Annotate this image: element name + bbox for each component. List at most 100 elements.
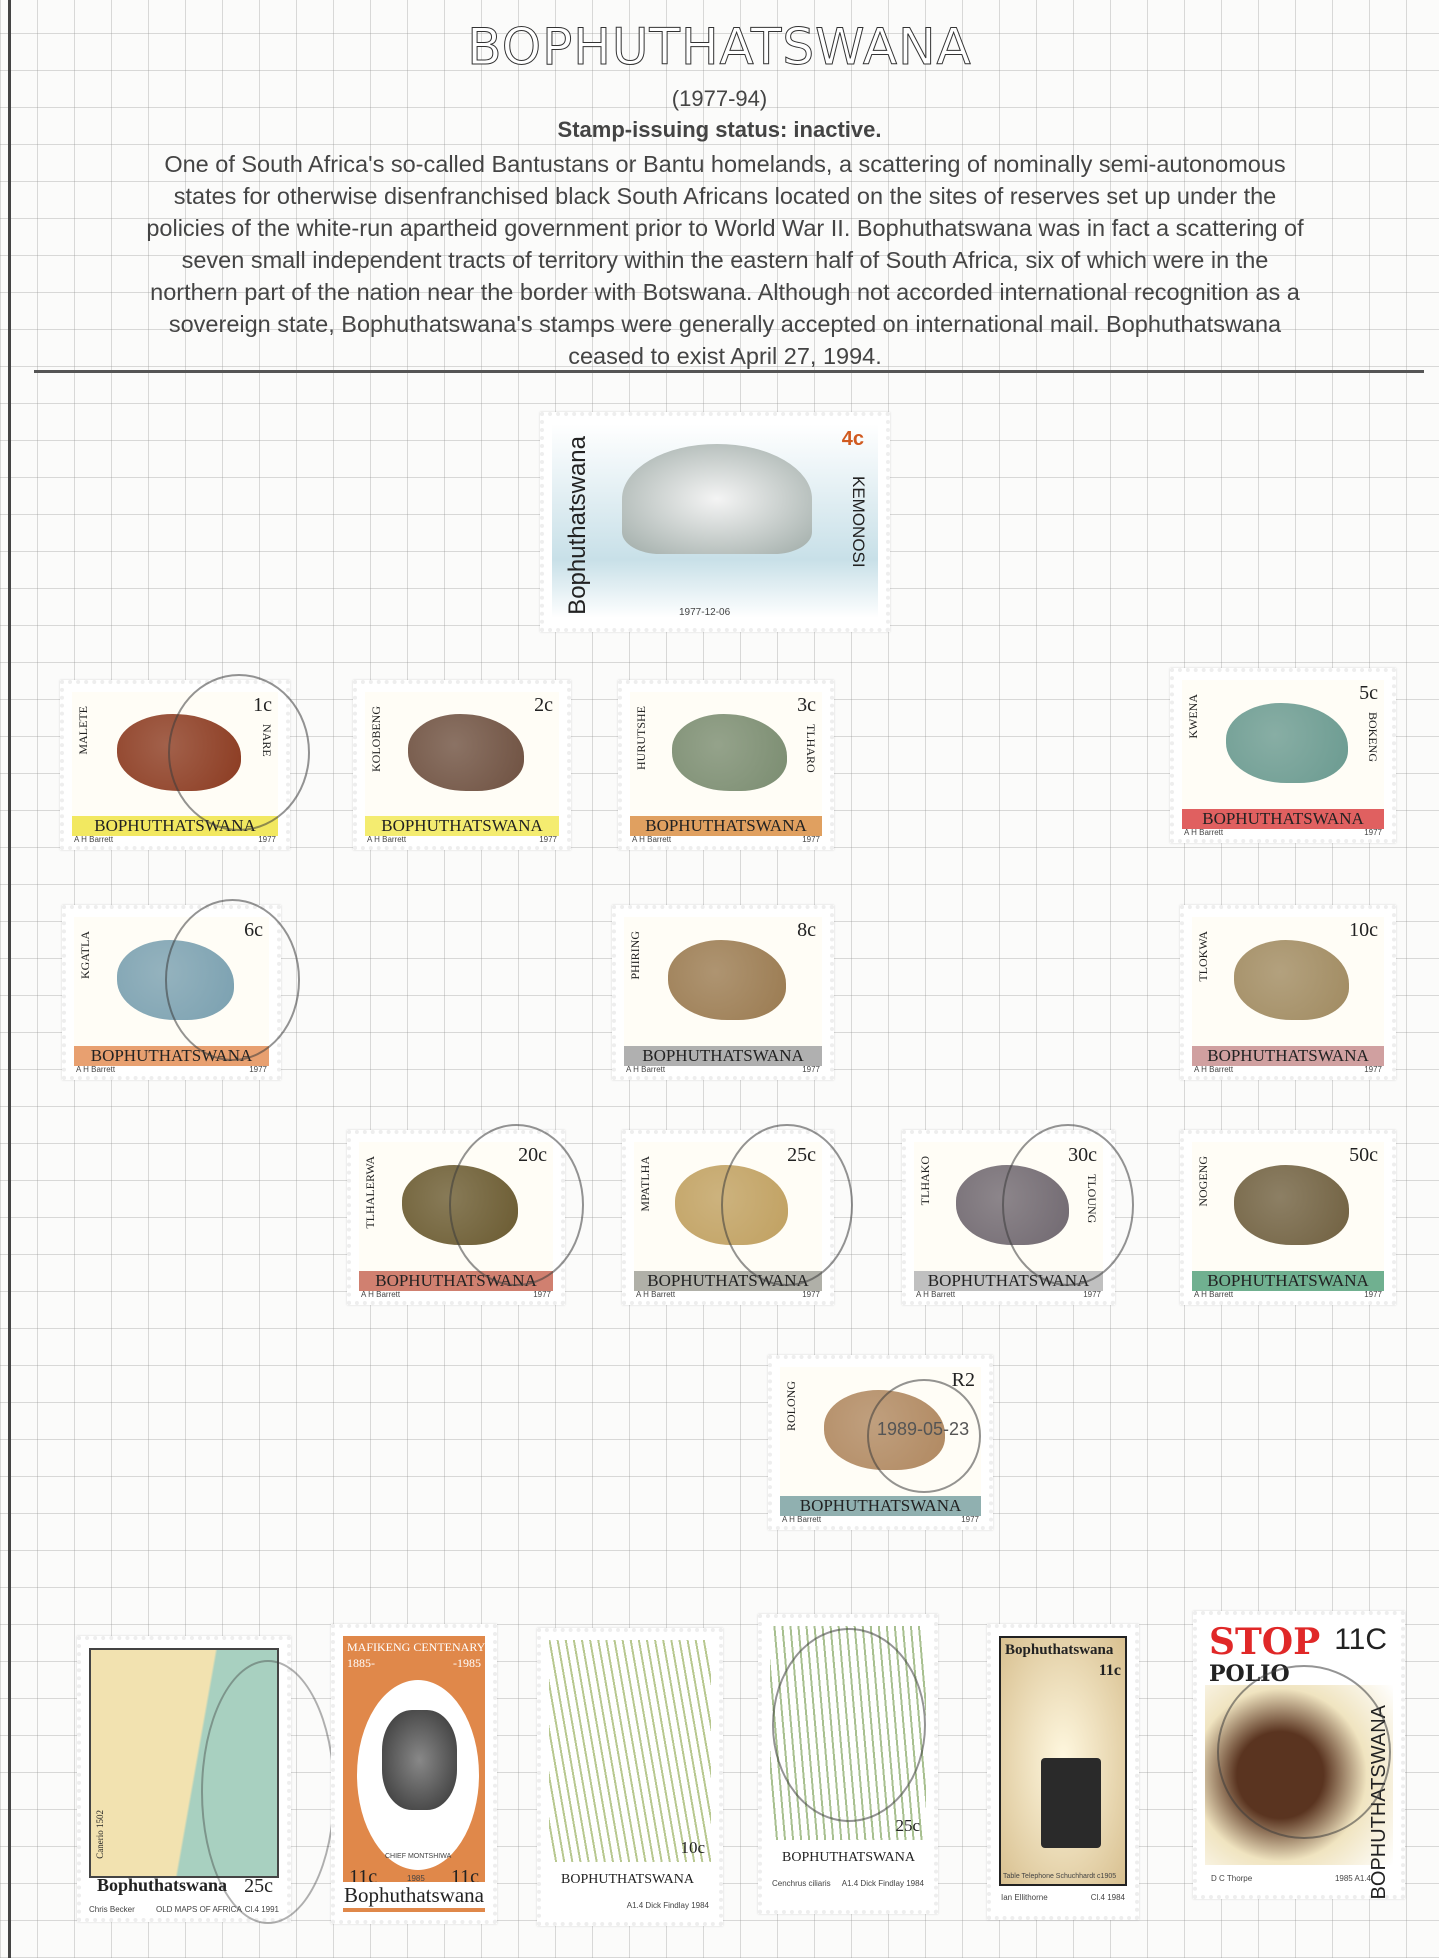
stamp-value: 3c	[797, 694, 816, 716]
stamp-country: Bophuthatswana	[1005, 1642, 1114, 1658]
portrait-frame	[357, 1680, 479, 1870]
designer: A H Barrett	[636, 1290, 676, 1299]
designer: A H Barrett	[1194, 1065, 1234, 1074]
year: 1985	[407, 1874, 425, 1883]
description-line: One of South Africa's so-called Bantusta…	[164, 151, 1286, 177]
stamp-art	[365, 692, 559, 816]
description-line: ceased to exist April 27, 1994.	[568, 343, 882, 369]
stamp-tribe-name-2: TLHARO	[804, 724, 818, 773]
description-line: northern part of the nation near the bor…	[150, 279, 1300, 305]
year: 1977	[533, 1290, 551, 1299]
stamp-value: 2c	[534, 694, 553, 716]
year: 1977	[249, 1065, 267, 1074]
year: 1977	[802, 835, 820, 844]
stamp-country: BOPHUTHATSWANA	[365, 816, 559, 836]
postmark	[167, 674, 310, 831]
stamp-country: BOPHUTHATSWANA	[1192, 1271, 1384, 1291]
year: 1977	[802, 1290, 820, 1299]
stamp-tribe-name: HURUTSHE	[634, 706, 648, 771]
designer: A H Barrett	[74, 835, 114, 844]
designer: A H Barrett	[1194, 1290, 1234, 1299]
stamp-art	[1192, 1142, 1384, 1271]
stamp-country: BOPHUTHATSWANA	[1182, 809, 1384, 829]
stamp-animal-R2: BOPHUTHATSWANA R2 ROLONG A H Barrett 197…	[768, 1355, 993, 1530]
page-border	[8, 0, 11, 1958]
stamp-country: BOPHUTHATSWANA	[624, 1046, 822, 1066]
year: 1977	[1083, 1290, 1101, 1299]
year: 1977	[961, 1515, 979, 1524]
year-from: 1885-	[347, 1656, 375, 1670]
printer: Cl.4 1984	[1090, 1893, 1125, 1902]
animal-illustration	[1234, 940, 1350, 1021]
description: One of South Africa's so-called Bantusta…	[30, 148, 1420, 372]
year-to: -1985	[453, 1656, 481, 1670]
stamp-tribe-name: KGATLA	[78, 931, 92, 979]
species: Cenchrus ciliaris	[772, 1879, 831, 1888]
description-line: sovereign state, Bophuthatswana's stamps…	[168, 311, 1282, 337]
dove-illustration	[622, 444, 812, 554]
year: 1977	[258, 835, 276, 844]
postmark	[1001, 1124, 1134, 1286]
stamp-stop-polio-11c: STOP POLIO 11C BOPHUTHATSWANA D C Thorpe…	[1193, 1611, 1405, 1899]
designer: Ian Ellithorne	[1001, 1893, 1048, 1902]
stamp-dove-4c: Bophuthatswana 4c KEMONOSI 1977-12-06	[540, 412, 890, 632]
postmark	[201, 1660, 335, 1924]
stamp-value: 11c	[1098, 1662, 1121, 1679]
postmark	[721, 1124, 853, 1286]
animal-illustration	[672, 714, 788, 792]
issuing-status: Stamp-issuing status: inactive.	[557, 117, 882, 142]
stamp-country: Bophuthatswana	[97, 1875, 228, 1895]
stamp-animal-1c: BOPHUTHATSWANA 1c MALETE NARE A H Barret…	[60, 674, 310, 850]
designer: A H Barrett	[632, 835, 672, 844]
stamp-value: 5c	[1359, 682, 1378, 704]
designer: Chris Becker	[89, 1905, 135, 1914]
caption: Table Telephone Schuchhardt c1905	[1003, 1873, 1117, 1880]
stamp-animal-50c: BOPHUTHATSWANA 50c NOGENG A H Barrett 19…	[1180, 1130, 1396, 1305]
stamp-name: KEMONOSI	[849, 476, 868, 568]
stamp-country: BOPHUTHATSWANA	[780, 1496, 981, 1516]
stamp-value: 10c	[680, 1838, 705, 1857]
designer: A H Barrett	[76, 1065, 116, 1074]
stamp-value: 11C	[1334, 1623, 1387, 1656]
stamp-art	[1192, 917, 1384, 1046]
stamp-art	[624, 917, 822, 1046]
stamp-tribe-name: KOLOBENG	[369, 706, 383, 772]
stamp-country: BOPHUTHATSWANA	[782, 1850, 916, 1865]
stamp-tribe-name: MALETE	[76, 706, 90, 755]
stamp-country: BOPHUTHATSWANA	[1192, 1046, 1384, 1066]
postmark	[164, 899, 300, 1061]
page-title: BOPHUTHATSWANA	[467, 18, 972, 77]
designer: A H Barrett	[367, 835, 407, 844]
stamp-animal-10c: BOPHUTHATSWANA 10c TLOKWA A H Barrett 19…	[1180, 905, 1396, 1080]
stamp-telephone-11c: Bophuthatswana 11c Table Telephone Schuc…	[987, 1624, 1139, 1920]
postmark	[1217, 1665, 1391, 1839]
postmark	[772, 1628, 926, 1822]
year: 1977	[802, 1065, 820, 1074]
stamp-tribe-name: TLOKWA	[1196, 931, 1210, 982]
stamp-country: Bophuthatswana	[343, 1882, 485, 1908]
stamp-animal-30c: BOPHUTHATSWANA 30c TLHAKO TLOUNG A H Bar…	[902, 1124, 1134, 1305]
stamp-tribe-name: NOGENG	[1196, 1156, 1210, 1207]
map-caption: Canerio 1502	[95, 1810, 105, 1859]
animal-illustration	[667, 940, 787, 1021]
stamp-tribe-name: ROLONG	[784, 1381, 798, 1431]
stamp-animal-25c: BOPHUTHATSWANA 25c MPATLHA A H Barrett 1…	[622, 1124, 853, 1305]
stamp-animal-2c: BOPHUTHATSWANA 2c KOLOBENG A H Barrett 1…	[353, 680, 571, 850]
stamp-tribe-name: TLHAKO	[918, 1156, 932, 1206]
stop-label: STOP	[1209, 1621, 1321, 1663]
stamp-tribe-name: TLHALERWA	[363, 1156, 377, 1229]
stamp-value: R2	[951, 1369, 975, 1391]
stamp-old-map-25c: Canerio 1502 Bophuthatswana 25c Chris Be…	[77, 1636, 335, 1924]
credit: A1.4 Dick Findlay 1984	[626, 1901, 709, 1910]
year: 1977	[1364, 828, 1382, 837]
stamp-art	[1182, 680, 1384, 809]
years: (1977-94)	[671, 86, 768, 111]
stamp-animal-8c: BOPHUTHATSWANA 8c PHIRING A H Barrett 19…	[612, 905, 834, 1080]
year: 1977	[1364, 1290, 1382, 1299]
stamp-grass-10c: 10c BOPHUTHATSWANA A1.4 Dick Findlay 198…	[537, 1628, 723, 1926]
animal-illustration	[1234, 1165, 1350, 1246]
year: 1977	[1364, 1065, 1382, 1074]
stamp-art	[630, 692, 822, 816]
portrait-illustration	[382, 1710, 457, 1810]
stamp-country: BOPHUTHATSWANA	[561, 1872, 695, 1887]
